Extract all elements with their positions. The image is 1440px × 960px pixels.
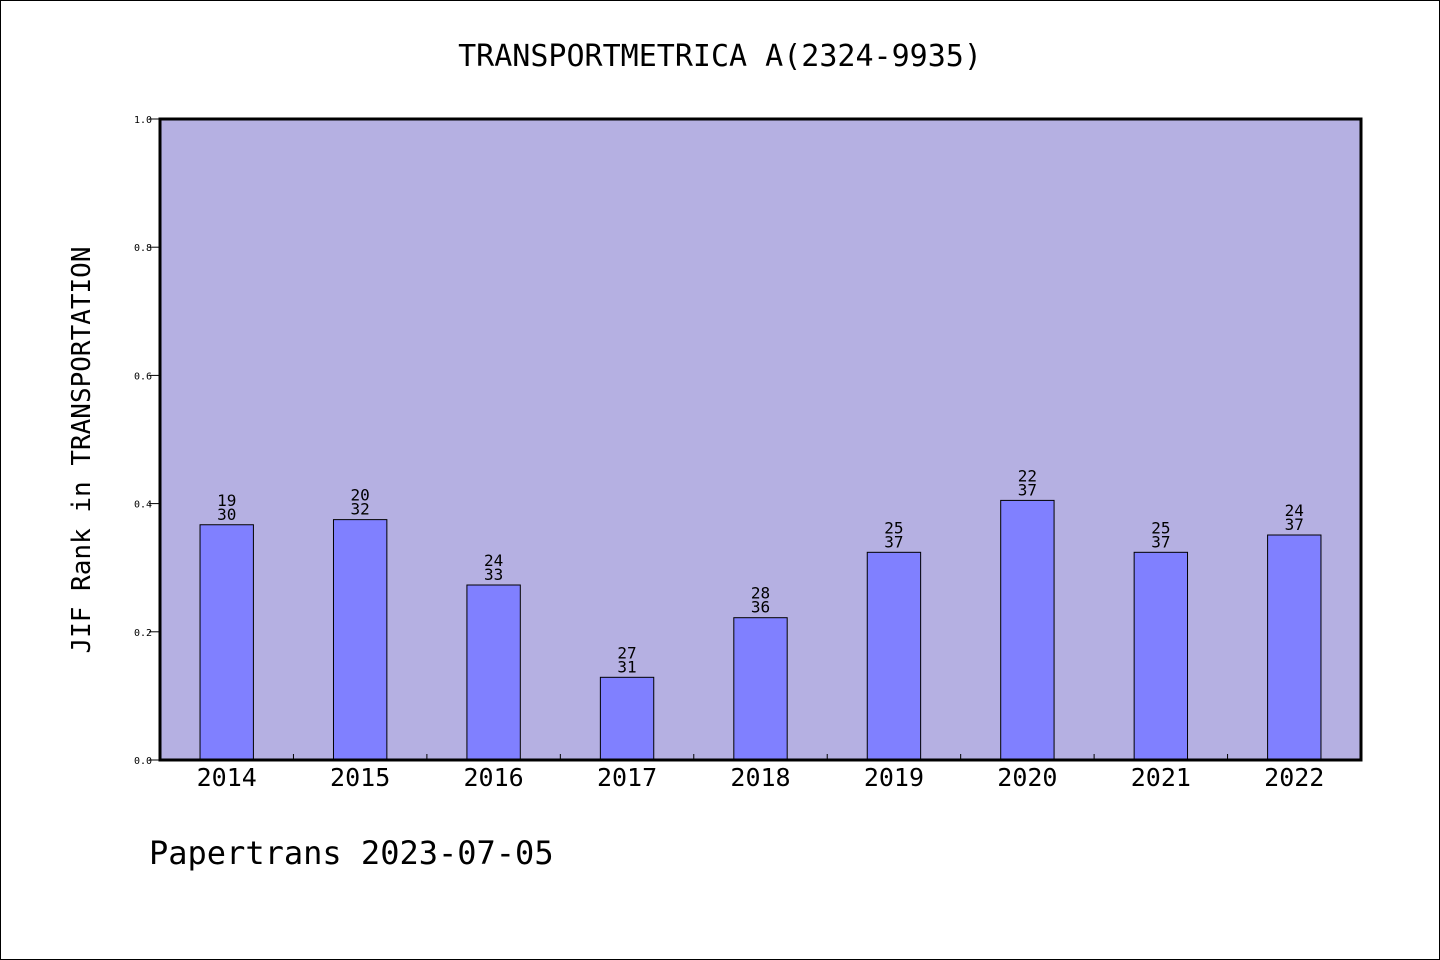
bar-2021 (1133, 551, 1189, 761)
data-label-rank-2017: 27 (617, 643, 636, 662)
x-tick-label-2014: 2014 (197, 763, 257, 792)
bar-2018 (733, 617, 788, 761)
data-label-rank-2020: 22 (1018, 466, 1037, 485)
y-tick-label-5: 1.0 (134, 115, 152, 126)
bar-2020 (1000, 499, 1055, 761)
data-label-rank-2018: 28 (751, 584, 770, 603)
x-tick-label-2015: 2015 (330, 763, 390, 792)
x-tick-label-2017: 2017 (597, 763, 657, 792)
data-label-rank-2019: 25 (884, 518, 903, 537)
bar-2014 (199, 524, 254, 761)
ticks-layer: 2014 2015 2016 2017 2018 2019 2020 2021 20220.00… (134, 115, 1324, 792)
data-label-rank-2021: 25 (1151, 518, 1170, 537)
data-label-total-2015: 32 (351, 500, 370, 519)
y-tick-label-1: 0.2 (134, 628, 152, 639)
bar-2016 (466, 584, 521, 761)
x-tick-label-2022: 2022 (1264, 763, 1324, 792)
bar-2022 (1267, 534, 1322, 761)
footer-text: Papertrans 2023-07-05 (149, 834, 554, 872)
bar-2015 (332, 519, 388, 761)
data-label-total-2017: 31 (617, 657, 636, 676)
y-tick-label-2: 0.4 (134, 500, 152, 511)
x-tick-label-2019: 2019 (864, 763, 924, 792)
y-axis-label: JIF Rank in TRANSPORTATION (67, 247, 97, 654)
x-tick-label-2021: 2021 (1131, 763, 1191, 792)
data-label-rank-2022: 24 (1285, 501, 1304, 520)
data-label-total-2019: 37 (884, 532, 903, 551)
y-tick-label-0: 0.0 (134, 756, 152, 767)
bar-2019 (866, 551, 922, 761)
x-tick-label-2020: 2020 (997, 763, 1057, 792)
y-tick-label-3: 0.6 (134, 371, 152, 382)
x-tick-label-2016: 2016 (464, 763, 524, 792)
data-label-total-2018: 36 (751, 598, 770, 617)
data-label-rank-2014: 19 (217, 491, 236, 510)
data-label-total-2014: 30 (217, 505, 236, 524)
data-label-total-2016: 33 (484, 565, 503, 584)
data-label-rank-2015: 20 (351, 486, 370, 505)
y-tick-label-4: 0.8 (134, 243, 152, 254)
x-tick-label-2018: 2018 (730, 763, 790, 792)
data-label-total-2021: 37 (1151, 532, 1170, 551)
bars-layer (199, 499, 1322, 761)
data-label-rank-2016: 24 (484, 551, 503, 570)
data-label-total-2022: 37 (1285, 515, 1304, 534)
bar-2017 (599, 676, 655, 761)
chart-title: TRANSPORTMETRICA A(2324-9935) (458, 39, 982, 74)
plot-border (158, 117, 1363, 762)
data-label-total-2020: 37 (1018, 480, 1037, 499)
